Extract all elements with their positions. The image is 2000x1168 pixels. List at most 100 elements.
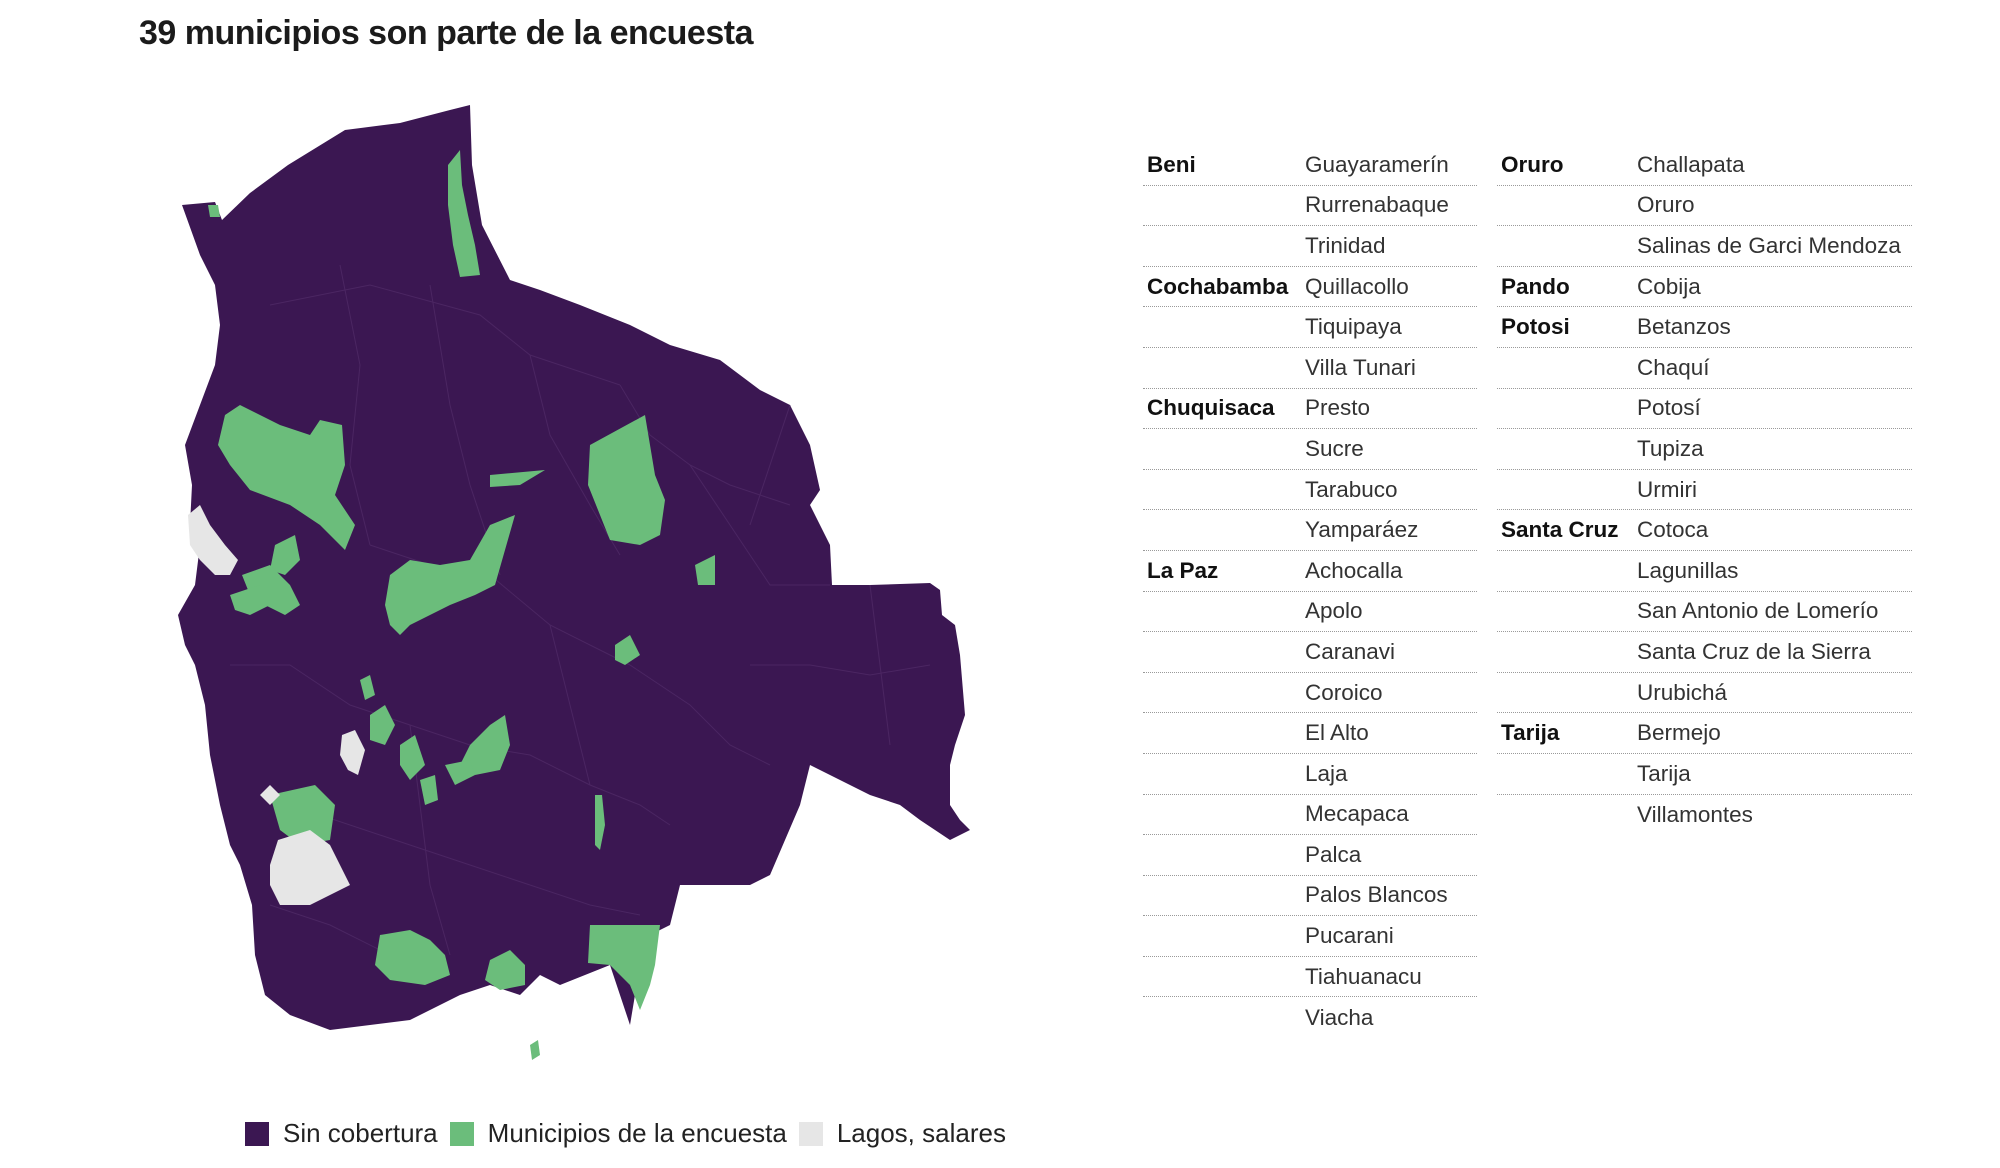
municipality-name: Apolo: [1305, 598, 1363, 624]
table-row: Urmiri: [1497, 470, 1912, 511]
region-caranavi: [270, 535, 300, 575]
municipality-name: Cotoca: [1637, 517, 1709, 543]
table-row: Villamontes: [1497, 795, 1912, 836]
region-quillacollo: [360, 675, 375, 700]
municipality-name: Oruro: [1637, 192, 1695, 218]
region-potosi: [420, 775, 438, 805]
municipality-name: Sucre: [1305, 435, 1364, 461]
table-row: Tupiza: [1497, 429, 1912, 470]
municipality-name: Cobija: [1637, 273, 1701, 299]
table-row: Yamparáez: [1143, 510, 1477, 551]
municipality-name: Tiahuanacu: [1305, 963, 1422, 989]
region-villa-tunari: [385, 515, 515, 635]
region-apolo: [218, 405, 355, 550]
municipality-name: Laja: [1305, 760, 1348, 786]
legend-swatch-sin-cobertura: [245, 1121, 269, 1146]
region-tupiza: [375, 930, 450, 985]
department-name: Tarija: [1501, 720, 1560, 746]
municipality-name: Villa Tunari: [1305, 354, 1416, 380]
municipality-name: Betanzos: [1637, 314, 1731, 340]
municipality-name: Challapata: [1637, 151, 1745, 177]
map-regions-lagos: [188, 505, 365, 905]
municipality-name: Palos Blancos: [1305, 882, 1448, 908]
table-row: Santa Cruz de la Sierra: [1497, 632, 1912, 673]
municipality-name: San Antonio de Lomerío: [1637, 598, 1879, 624]
department-name: Beni: [1147, 151, 1196, 177]
municipality-name: Pucarani: [1305, 923, 1394, 949]
department-name: Oruro: [1501, 151, 1564, 177]
table-row: Sucre: [1143, 429, 1477, 470]
region-bermejo: [530, 1040, 540, 1060]
table-row: Pando Cobija: [1497, 267, 1912, 308]
municipality-name: Rurrenabaque: [1305, 192, 1449, 218]
municipality-name: Villamontes: [1637, 801, 1753, 827]
municipality-name: Potosí: [1637, 395, 1701, 421]
map-region-sin-cobertura: [178, 105, 970, 1030]
municipality-name: Caranavi: [1305, 638, 1396, 664]
municipality-name: Coroico: [1305, 679, 1383, 705]
legend-swatch-lagos: [798, 1121, 823, 1146]
region-laja: [270, 785, 335, 845]
department-name: Santa Cruz: [1501, 517, 1619, 543]
legend-item-sin-cobertura: Sin cobertura: [245, 1118, 438, 1149]
table-row: Cochabamba Quillacollo: [1143, 267, 1477, 308]
coipasa-salar: [260, 785, 280, 805]
legend-label: Sin cobertura: [283, 1118, 438, 1148]
legend-swatch-encuesta: [449, 1121, 474, 1146]
municipality-name: Tarija: [1637, 760, 1691, 786]
table-row: Lagunillas: [1497, 551, 1912, 592]
legend-item-lagos: Lagos, salares: [798, 1118, 1006, 1149]
map-regions-encuesta: [208, 150, 715, 1060]
legend-label: Municipios de la encuesta: [487, 1118, 787, 1148]
table-row: Palca: [1143, 835, 1477, 876]
region-el-alto: [230, 585, 270, 615]
table-row: Villa Tunari: [1143, 348, 1477, 389]
municipality-name: Viacha: [1305, 1004, 1374, 1030]
municipality-name: Yamparáez: [1305, 517, 1419, 543]
municipality-name: Chaquí: [1637, 354, 1710, 380]
municipality-name: Tiquipaya: [1305, 314, 1402, 340]
region-guayaramerin: [208, 205, 220, 217]
municipality-name: Bermejo: [1637, 720, 1721, 746]
region-santa-cruz: [615, 635, 640, 665]
table-row: Potosí: [1497, 389, 1912, 430]
table-row: Coroico: [1143, 673, 1477, 714]
region-cobija-pando: [448, 150, 480, 277]
table-row: Rurrenabaque: [1143, 186, 1477, 227]
legend-label: Lagos, salares: [836, 1118, 1006, 1148]
municipality-name: Quillacollo: [1305, 273, 1409, 299]
map-legend: Sin cobertura Municipios de la encuesta …: [245, 1118, 1018, 1149]
municipality-name: Salinas de Garci Mendoza: [1637, 232, 1901, 258]
department-name: Cochabamba: [1147, 273, 1289, 299]
municipality-name: Lagunillas: [1637, 557, 1739, 583]
table-row: Laja: [1143, 754, 1477, 795]
department-name: Chuquisaca: [1147, 395, 1275, 421]
table-row: Viacha: [1143, 997, 1477, 1038]
region-tarabuco: [445, 760, 475, 785]
municipality-name: Urubichá: [1637, 679, 1728, 705]
table-row: Tarabuco: [1143, 470, 1477, 511]
table-row: Oruro: [1497, 186, 1912, 227]
table-row: Potosi Betanzos: [1497, 307, 1912, 348]
region-challapata: [400, 735, 425, 780]
table-row: Pucarani: [1143, 916, 1477, 957]
table-row: Beni Guayaramerín: [1143, 145, 1477, 186]
region-lagunillas: [595, 795, 605, 850]
table-row: Caranavi: [1143, 632, 1477, 673]
region-sucre: [460, 715, 510, 775]
region-cotoca: [695, 555, 715, 585]
table-row: San Antonio de Lomerío: [1497, 592, 1912, 633]
department-name: La Paz: [1147, 557, 1219, 583]
municipality-name: Palca: [1305, 841, 1362, 867]
table-row: Oruro Challapata: [1497, 145, 1912, 186]
table-row: Urubichá: [1497, 673, 1912, 714]
table-row: Santa Cruz Cotoca: [1497, 510, 1912, 551]
department-name: Pando: [1501, 273, 1570, 299]
table-row: La Paz Achocalla: [1143, 551, 1477, 592]
region-coroico: [242, 565, 300, 615]
uyuni-salar: [270, 830, 350, 905]
municipality-name: Tarabuco: [1305, 476, 1398, 502]
municipality-name: Guayaramerín: [1305, 151, 1449, 177]
table-row: Tiquipaya: [1143, 307, 1477, 348]
municipality-name: Achocalla: [1305, 557, 1403, 583]
